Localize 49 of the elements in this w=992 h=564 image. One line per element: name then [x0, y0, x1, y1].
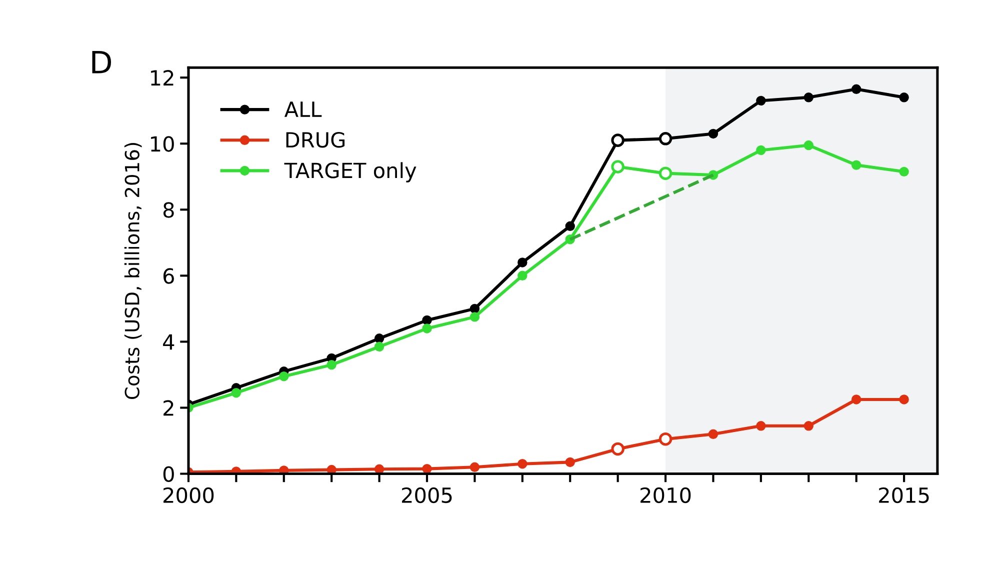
point [899, 394, 909, 404]
point [326, 464, 336, 474]
point [374, 342, 384, 352]
point [374, 464, 384, 474]
y-tick-label: 12 [151, 70, 174, 86]
point [279, 466, 289, 474]
x-tick-label: 2010 [640, 487, 691, 504]
point [851, 160, 862, 170]
y-tick-label: 8 [163, 202, 174, 218]
point [804, 421, 814, 431]
y-tick-label: 6 [163, 268, 174, 284]
point [565, 221, 575, 232]
point [279, 372, 289, 382]
x-tick-label: 2015 [879, 487, 929, 504]
point [804, 140, 814, 150]
y-tick-label: 4 [163, 334, 174, 350]
x-tick-label: 2000 [163, 487, 214, 504]
point [756, 96, 766, 106]
legend-label: ALL [284, 102, 322, 117]
point [470, 304, 480, 314]
legend-label: TARGET only [284, 162, 416, 182]
point [899, 92, 909, 102]
point [708, 128, 718, 139]
point [422, 315, 432, 326]
point [899, 166, 909, 177]
point [422, 464, 432, 474]
y-tick-label: 0 [163, 466, 174, 482]
point [518, 458, 528, 469]
point [326, 360, 336, 370]
legend-label: DRUG [286, 132, 345, 148]
y-tick-label: 2 [164, 400, 174, 416]
point [374, 334, 384, 344]
point [470, 312, 480, 322]
point [851, 394, 862, 404]
point [756, 421, 766, 431]
point [708, 429, 718, 440]
point [756, 145, 766, 156]
x-tick-label: 2005 [402, 487, 452, 504]
point [804, 92, 814, 102]
point [518, 270, 528, 281]
y-tick-label: 10 [151, 136, 174, 152]
point [470, 462, 480, 472]
point [851, 84, 862, 94]
text: D [92, 51, 112, 74]
y-axis-title: Costs (USD, billions, 2016) [124, 143, 142, 400]
point [422, 324, 432, 334]
point [518, 258, 528, 268]
point [565, 457, 575, 468]
point [231, 388, 242, 398]
